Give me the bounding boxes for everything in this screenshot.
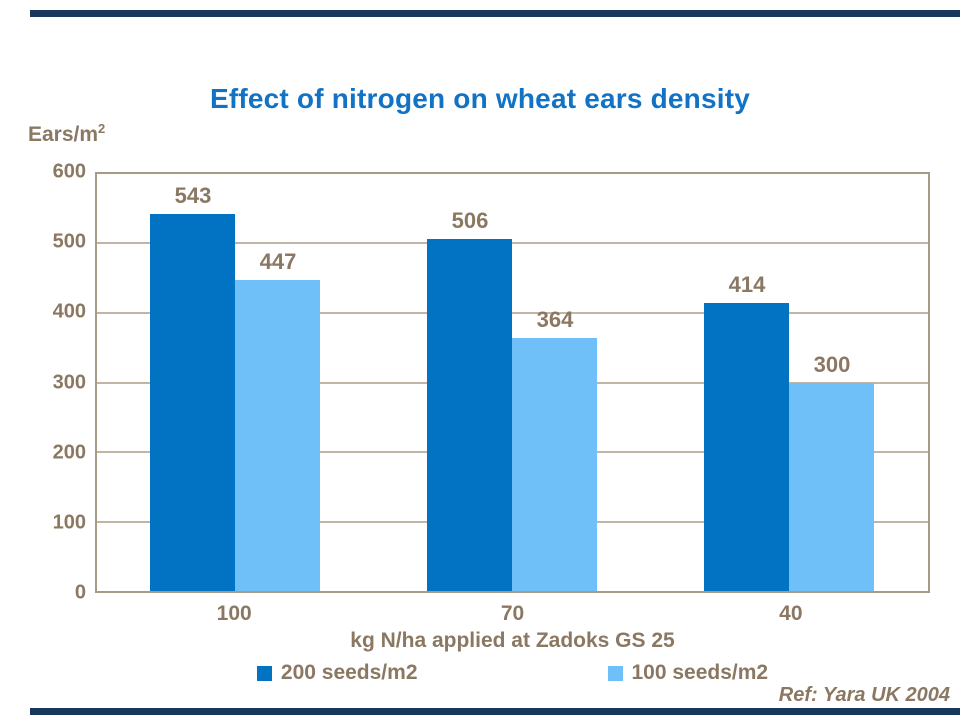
legend: 200 seeds/m2 100 seeds/m2 [95, 661, 930, 685]
gridline [97, 311, 928, 314]
reference-text: Ref: Yara UK 2004 [778, 684, 950, 706]
bar-value-label: 414 [728, 272, 766, 298]
bar-series2-40: 300 [789, 352, 875, 591]
y-tick-label: 400 [52, 300, 86, 323]
bar-series2-100: 447 [235, 249, 321, 591]
bar-series1-40: 414 [704, 272, 790, 591]
bar-series1-100: 543 [150, 183, 236, 591]
legend-item-200-seeds: 200 seeds/m2 [256, 661, 418, 685]
y-tick-label: 200 [52, 441, 86, 464]
bar-value-label: 300 [813, 351, 851, 377]
plot-area: 543 447 506 364 414 300 [95, 172, 930, 593]
y-axis-unit-text: Ears/m [28, 123, 99, 146]
bottom-decorative-rule [30, 708, 960, 715]
y-tick-label: 300 [52, 371, 86, 393]
bar-series2-70: 364 [512, 307, 598, 591]
bar-group-70: 506 364 [374, 174, 651, 591]
x-tick-label: 40 [779, 602, 803, 625]
bar-group-40: 414 300 [651, 174, 928, 591]
legend-swatch-series2 [607, 665, 623, 681]
top-decorative-rule [30, 10, 960, 17]
legend-item-100-seeds: 100 seeds/m2 [607, 661, 769, 685]
legend-label-series2: 100 seeds/m2 [631, 661, 769, 684]
x-axis-title: kg N/ha applied at Zadoks GS 25 [350, 629, 675, 652]
y-tick-label: 600 [52, 160, 86, 183]
bar-group-100: 543 447 [97, 174, 374, 591]
bar-value-label: 364 [536, 307, 574, 333]
y-tick-label: 100 [52, 511, 86, 534]
y-axis-tick-labels: 600 500 400 300 200 100 0 [0, 161, 86, 604]
y-axis-unit-superscript: 2 [98, 121, 106, 136]
bar-value-label: 506 [451, 208, 489, 234]
x-tick-label: 100 [216, 602, 252, 625]
bar-value-label: 543 [174, 182, 212, 208]
x-tick-label: 70 [500, 602, 525, 625]
y-tick-label: 500 [52, 230, 86, 253]
x-axis-tick-labels: 100 70 40 [95, 602, 930, 628]
y-axis-unit-label: Ears/m2 [28, 121, 105, 147]
chart-title: Effect of nitrogen on wheat ears density [209, 83, 751, 114]
bar-value-label: 447 [259, 249, 297, 275]
bar-series1-70: 506 [427, 208, 513, 591]
legend-swatch-series1 [256, 665, 272, 681]
gridline [97, 242, 928, 245]
y-tick-label: 0 [74, 581, 86, 604]
legend-label-series1: 200 seeds/m2 [280, 661, 418, 684]
